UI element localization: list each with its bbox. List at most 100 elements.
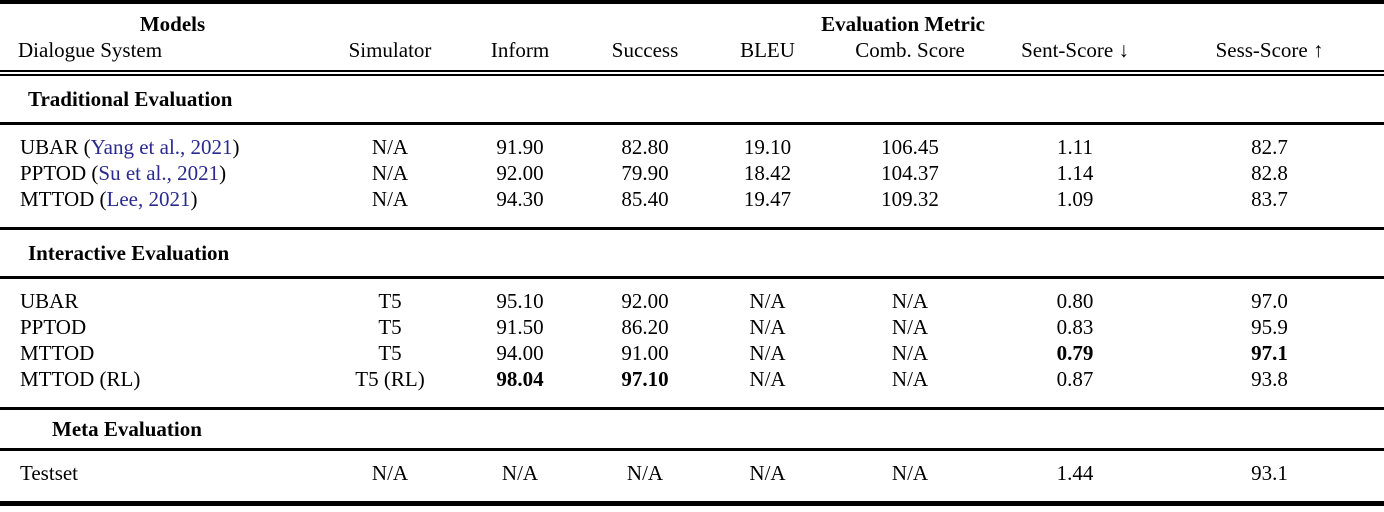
cell-inform: N/A — [501, 461, 539, 485]
cell-simulator: N/A — [371, 461, 409, 485]
model-name-cell: PPTOD (Su et al., 2021) — [0, 160, 320, 186]
table-row-mttod-interactive: MTTOD T5 94.00 91.00 N/A N/A 0.79 97.1 — [0, 340, 1384, 366]
cell-comb-score: 104.37 — [881, 161, 939, 185]
table-row-pptod-traditional: PPTOD (Su et al., 2021) N/A 92.00 79.90 … — [0, 160, 1384, 186]
section-title: Interactive Evaluation — [0, 227, 1384, 279]
cell-simulator: T5 — [378, 315, 402, 339]
model-name-cell: MTTOD — [20, 341, 95, 365]
column-header-inform: Inform — [460, 37, 581, 76]
cell-inform: 95.10 — [496, 289, 544, 313]
cell-sent-score: 1.44 — [1056, 461, 1094, 485]
group-header-row: Models Evaluation Metric — [0, 2, 1384, 37]
cell-comb-score: N/A — [891, 461, 929, 485]
cell-success: N/A — [626, 461, 664, 485]
section-meta-evaluation: Meta Evaluation Testset N/A N/A N/A N/A … — [0, 407, 1384, 504]
column-header-simulator: Simulator — [320, 37, 461, 76]
section-header-meta: Meta Evaluation — [0, 407, 1384, 451]
cell-comb-score: N/A — [891, 315, 929, 339]
cell-sess-score: 82.8 — [1251, 161, 1288, 185]
cell-sess-score: 93.1 — [1251, 461, 1288, 485]
cell-sent-score: 1.11 — [1057, 135, 1093, 159]
cell-bleu: 18.42 — [743, 161, 792, 185]
citation-link[interactable]: Su et al., 2021 — [98, 161, 220, 185]
cell-sent-score-best: 0.79 — [1056, 341, 1094, 365]
cell-simulator: N/A — [371, 135, 409, 159]
cell-comb-score: 106.45 — [881, 135, 939, 159]
cell-success: 91.00 — [621, 341, 669, 365]
cell-bleu: N/A — [749, 461, 786, 485]
cell-bleu: N/A — [749, 289, 786, 313]
citation-close: ) — [232, 135, 240, 159]
cell-sess-score: 93.8 — [1251, 367, 1288, 391]
evaluation-metric-group-header: Evaluation Metric — [821, 12, 985, 36]
citation-close: ) — [219, 161, 227, 185]
citation-link[interactable]: Yang et al., 2021 — [90, 135, 233, 159]
model-name-cell: PPTOD — [20, 315, 87, 339]
models-group-header: Models — [139, 12, 206, 36]
cell-inform: 91.50 — [496, 315, 544, 339]
cell-inform: 91.90 — [496, 135, 544, 159]
cell-bleu: 19.47 — [743, 187, 792, 211]
model-name: PPTOD ( — [20, 161, 99, 185]
model-name-cell: MTTOD (RL) — [20, 367, 141, 391]
table-row-testset: Testset N/A N/A N/A N/A N/A 1.44 93.1 — [0, 450, 1384, 504]
section-interactive-evaluation: Interactive Evaluation UBAR T5 95.10 92.… — [0, 227, 1384, 409]
column-header-sess-score: Sess-Score ↑ — [1155, 37, 1384, 76]
section-title: Meta Evaluation — [0, 407, 1384, 451]
column-header-row: Dialogue System Simulator Inform Success… — [0, 37, 1384, 76]
cell-comb-score: N/A — [891, 341, 929, 365]
column-header-sent-score: Sent-Score ↓ — [995, 37, 1156, 76]
cell-success: 82.80 — [621, 135, 669, 159]
section-title: Traditional Evaluation — [0, 71, 1384, 125]
cell-comb-score: 109.32 — [881, 187, 939, 211]
citation-link[interactable]: Lee, 2021 — [106, 187, 191, 211]
cell-inform: 94.30 — [496, 187, 544, 211]
cell-simulator: N/A — [371, 187, 409, 211]
cell-sent-score: 0.83 — [1056, 315, 1094, 339]
cell-inform-best: 98.04 — [496, 367, 544, 391]
cell-inform: 92.00 — [496, 161, 544, 185]
table-row-mttod-rl-interactive: MTTOD (RL) T5 (RL) 98.04 97.10 N/A N/A 0… — [0, 366, 1384, 409]
column-header-success: Success — [580, 37, 711, 76]
section-traditional-evaluation: Traditional Evaluation UBAR (Yang et al.… — [0, 71, 1384, 229]
model-name: MTTOD ( — [20, 187, 107, 211]
cell-success: 79.90 — [621, 161, 669, 185]
cell-bleu: N/A — [749, 367, 786, 391]
model-name-cell: UBAR (Yang et al., 2021) — [0, 124, 320, 161]
table-row-pptod-interactive: PPTOD T5 91.50 86.20 N/A N/A 0.83 95.9 — [0, 314, 1384, 340]
cell-sess-score: 97.0 — [1251, 289, 1288, 313]
column-header-comb-score: Comb. Score — [825, 37, 996, 76]
cell-comb-score: N/A — [891, 367, 929, 391]
cell-success: 86.20 — [621, 315, 669, 339]
cell-bleu: N/A — [749, 341, 786, 365]
table-row-ubar-traditional: UBAR (Yang et al., 2021) N/A 91.90 82.80… — [0, 124, 1384, 161]
cell-success-best: 97.10 — [621, 367, 669, 391]
cell-bleu: 19.10 — [743, 135, 792, 159]
cell-sent-score: 1.09 — [1056, 187, 1094, 211]
model-name: UBAR ( — [20, 135, 91, 159]
cell-sess-score: 95.9 — [1251, 315, 1288, 339]
model-name-cell: MTTOD (Lee, 2021) — [0, 186, 320, 229]
column-header-dialogue-system: Dialogue System — [0, 37, 320, 76]
cell-inform: 94.00 — [496, 341, 544, 365]
cell-comb-score: N/A — [891, 289, 929, 313]
cell-sent-score: 0.80 — [1056, 289, 1094, 313]
cell-success: 85.40 — [621, 187, 669, 211]
section-header-traditional: Traditional Evaluation — [0, 71, 1384, 125]
cell-sess-score-best: 97.1 — [1251, 341, 1288, 365]
column-header-bleu: BLEU — [710, 37, 826, 76]
cell-sent-score: 0.87 — [1056, 367, 1094, 391]
model-name-cell: Testset — [20, 461, 79, 485]
cell-simulator: T5 (RL) — [355, 367, 425, 391]
cell-sess-score: 82.7 — [1251, 135, 1288, 159]
cell-success: 92.00 — [621, 289, 669, 313]
section-header-interactive: Interactive Evaluation — [0, 227, 1384, 279]
table-row-ubar-interactive: UBAR T5 95.10 92.00 N/A N/A 0.80 97.0 — [0, 278, 1384, 315]
model-name-cell: UBAR — [20, 289, 79, 313]
cell-sess-score: 83.7 — [1251, 187, 1288, 211]
cell-bleu: N/A — [749, 315, 786, 339]
cell-simulator: T5 — [378, 289, 402, 313]
citation-close: ) — [190, 187, 198, 211]
cell-sent-score: 1.14 — [1056, 161, 1094, 185]
